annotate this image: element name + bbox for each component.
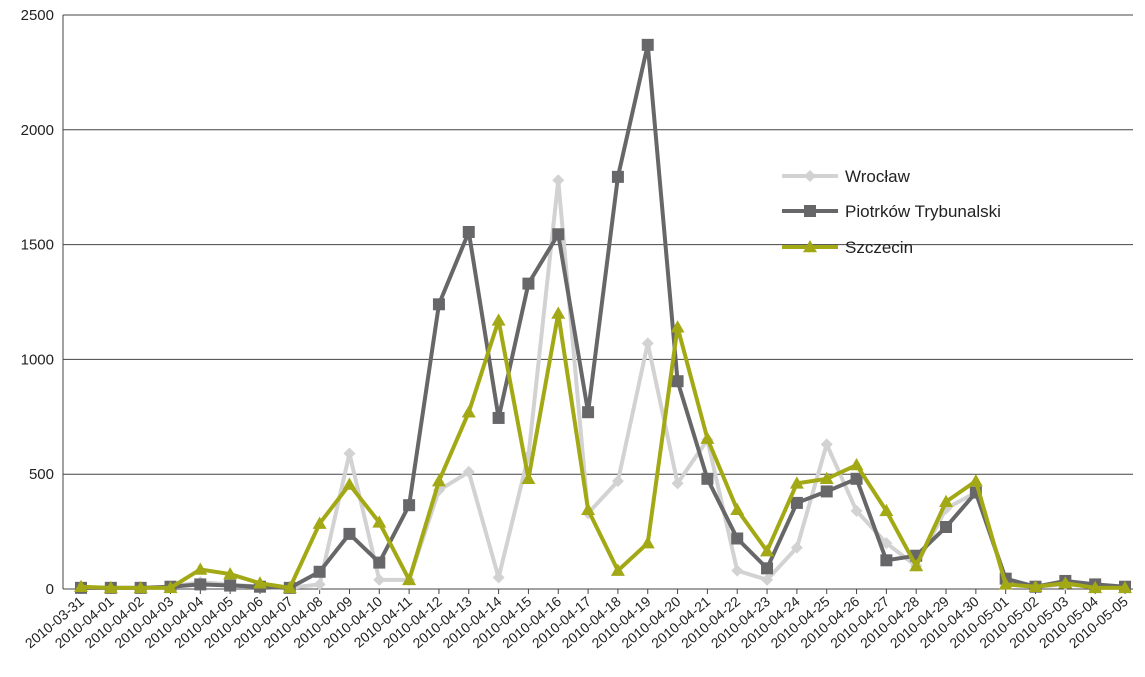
series-wroc-aw xyxy=(75,174,1131,594)
data-point-piotrk-w-trybunalski xyxy=(373,557,385,569)
legend-label-piotrk-w-trybunalski: Piotrków Trybunalski xyxy=(845,202,1001,221)
data-point-wroc-aw xyxy=(552,174,564,186)
data-point-wroc-aw xyxy=(821,438,833,450)
series-piotrk-w-trybunalski xyxy=(75,39,1131,594)
data-point-szczecin xyxy=(432,474,446,486)
y-tick-label: 1000 xyxy=(21,351,54,368)
legend: Wrocław Piotrków Trybunalski Szczecin xyxy=(782,167,1001,257)
legend-marker-wroc-aw xyxy=(804,170,816,182)
data-point-piotrk-w-trybunalski xyxy=(314,566,326,578)
series-szczecin xyxy=(74,306,1132,593)
data-point-piotrk-w-trybunalski xyxy=(761,562,773,574)
data-point-piotrk-w-trybunalski xyxy=(224,580,236,592)
data-point-piotrk-w-trybunalski xyxy=(880,554,892,566)
data-point-wroc-aw xyxy=(343,448,355,460)
data-point-wroc-aw xyxy=(642,337,654,349)
y-axis-ticks: 0 500 1000 1500 2000 2500 xyxy=(21,7,54,598)
data-point-piotrk-w-trybunalski xyxy=(552,228,564,240)
legend-label-wroc-aw: Wrocław xyxy=(845,167,911,186)
data-point-wroc-aw xyxy=(731,565,743,577)
series-line-wroc-aw xyxy=(81,180,1125,588)
data-point-piotrk-w-trybunalski xyxy=(642,39,654,51)
data-point-piotrk-w-trybunalski xyxy=(821,485,833,497)
data-point-wroc-aw xyxy=(373,574,385,586)
data-point-piotrk-w-trybunalski xyxy=(522,278,534,290)
y-tick-label: 500 xyxy=(29,466,54,483)
data-point-piotrk-w-trybunalski xyxy=(433,298,445,310)
y-tick-label: 1500 xyxy=(21,237,54,254)
data-point-szczecin xyxy=(641,536,655,548)
legend-label-szczecin: Szczecin xyxy=(845,238,913,257)
series-group xyxy=(74,39,1132,594)
data-point-szczecin xyxy=(700,432,714,444)
data-point-szczecin xyxy=(551,306,565,318)
data-point-piotrk-w-trybunalski xyxy=(493,412,505,424)
data-point-piotrk-w-trybunalski xyxy=(463,226,475,238)
data-point-piotrk-w-trybunalski xyxy=(403,499,415,511)
y-tick-label: 2000 xyxy=(21,122,54,139)
data-point-szczecin xyxy=(462,405,476,417)
data-point-piotrk-w-trybunalski xyxy=(612,171,624,183)
y-tick-label: 0 xyxy=(46,581,54,598)
data-point-szczecin xyxy=(969,474,983,486)
data-point-szczecin xyxy=(850,458,864,470)
data-point-wroc-aw xyxy=(493,572,505,584)
data-point-piotrk-w-trybunalski xyxy=(791,497,803,509)
data-point-piotrk-w-trybunalski xyxy=(672,375,684,387)
legend-marker-piotrk-w-trybunalski xyxy=(804,205,816,217)
data-point-piotrk-w-trybunalski xyxy=(194,578,206,590)
data-point-szczecin xyxy=(730,503,744,515)
y-tick-label: 2500 xyxy=(21,7,54,24)
x-axis-ticks: 2010-03-312010-04-012010-04-022010-04-03… xyxy=(22,589,1131,651)
data-point-piotrk-w-trybunalski xyxy=(343,528,355,540)
data-point-piotrk-w-trybunalski xyxy=(940,521,952,533)
data-point-piotrk-w-trybunalski xyxy=(701,473,713,485)
series-line-szczecin xyxy=(81,313,1125,587)
data-point-szczecin xyxy=(492,313,506,325)
data-point-piotrk-w-trybunalski xyxy=(731,532,743,544)
data-point-piotrk-w-trybunalski xyxy=(582,406,594,418)
series-line-piotrk-w-trybunalski xyxy=(81,45,1125,588)
